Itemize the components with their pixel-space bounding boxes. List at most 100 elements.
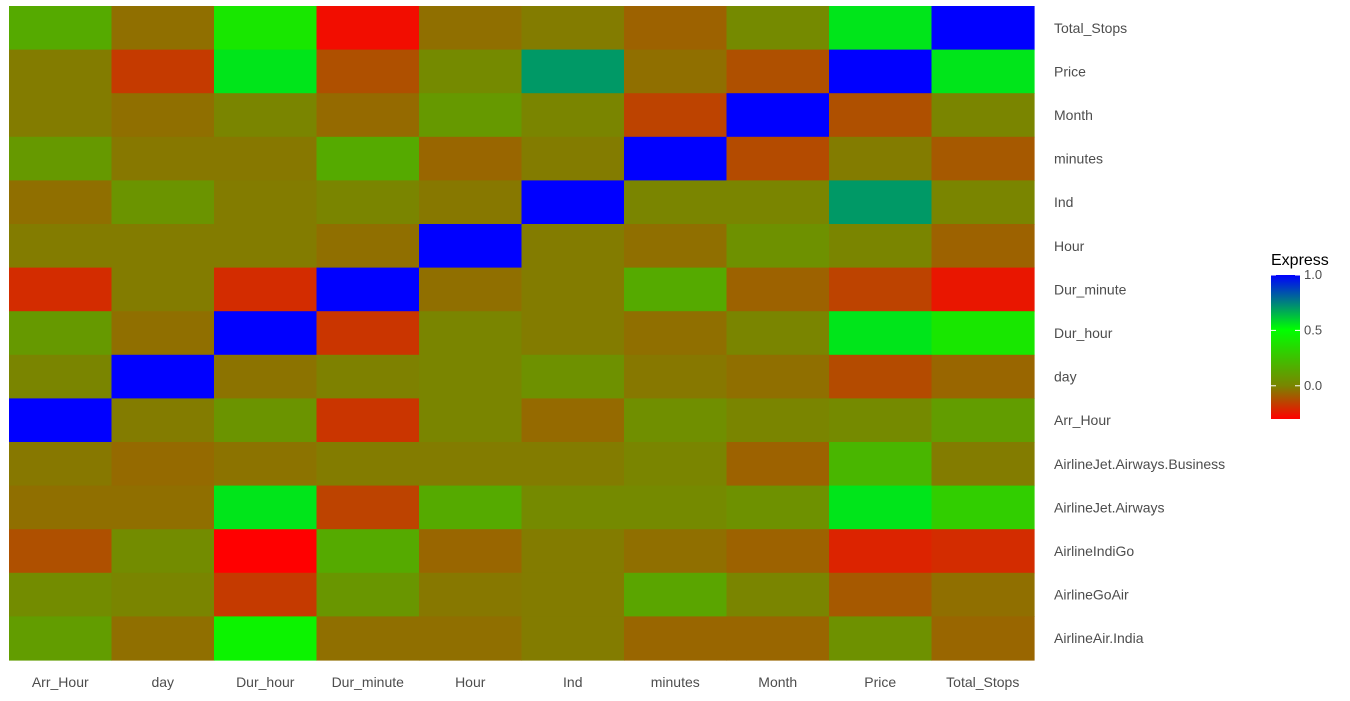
heatmap-cell [111, 529, 215, 574]
heatmap-cell [214, 224, 318, 269]
heatmap-cell [214, 136, 318, 181]
heatmap-cell [111, 616, 215, 661]
heatmap-cell [624, 529, 728, 574]
heatmap-cell [624, 442, 728, 487]
heatmap-cell [214, 442, 318, 487]
legend-colorbar [1271, 275, 1300, 419]
heatmap-cell [111, 224, 215, 269]
heatmap-cell [9, 529, 113, 574]
y-tick-label: Total_Stops [1054, 20, 1127, 36]
heatmap-cell [419, 180, 523, 225]
heatmap-cell [316, 136, 420, 181]
heatmap-cell [9, 93, 113, 138]
heatmap-cell [111, 311, 215, 356]
heatmap-cell [316, 49, 420, 94]
heatmap-cell [521, 267, 625, 312]
heatmap-cell [931, 267, 1035, 312]
x-tick-label: Total_Stops [946, 674, 1019, 690]
y-tick-label: Arr_Hour [1054, 412, 1111, 428]
heatmap-cell [726, 529, 830, 574]
heatmap-cell [624, 6, 728, 51]
heatmap-cell [419, 485, 523, 530]
y-axis-labels: Total_Stops Price Month minutes Ind Hour Dur_m… [1054, 20, 1225, 646]
heatmap-cell [316, 616, 420, 661]
heatmap-cell [931, 485, 1035, 530]
heatmap-cell [9, 572, 113, 617]
heatmap-cell [214, 311, 318, 356]
heatmap-cell [9, 616, 113, 661]
heatmap-cell [111, 136, 215, 181]
heatmap-cell [931, 529, 1035, 574]
heatmap-cell [9, 180, 113, 225]
heatmap-cell [316, 485, 420, 530]
heatmap-cell [931, 224, 1035, 269]
heatmap-cell [829, 6, 933, 51]
heatmap-cell [931, 311, 1035, 356]
heatmap-cell [214, 6, 318, 51]
heatmap-cell [624, 180, 728, 225]
heatmap-cell [9, 49, 113, 94]
heatmap-cell [521, 180, 625, 225]
heatmap-cell [316, 354, 420, 399]
heatmap-cell [214, 49, 318, 94]
heatmap-cell [624, 93, 728, 138]
heatmap-cell [111, 485, 215, 530]
heatmap-cell [624, 49, 728, 94]
heatmap-cell [214, 180, 318, 225]
x-tick-label: Hour [455, 674, 486, 690]
heatmap-cell [521, 311, 625, 356]
heatmap-cell [726, 485, 830, 530]
heatmap-cell [931, 49, 1035, 94]
x-tick-label: Arr_Hour [32, 674, 89, 690]
y-tick-label: Month [1054, 107, 1093, 123]
x-axis-labels: Arr_Hour day Dur_hour Dur_minute Hour Ind minu… [32, 674, 1019, 690]
heatmap-cell [111, 442, 215, 487]
heatmap-cell [316, 529, 420, 574]
heatmap-cell [9, 224, 113, 269]
heatmap-cell [726, 311, 830, 356]
heatmap-cell [521, 572, 625, 617]
heatmap-cell [726, 398, 830, 443]
heatmap-cell [214, 572, 318, 617]
heatmap-cell [419, 6, 523, 51]
heatmap-cell [419, 136, 523, 181]
heatmap-cell [316, 267, 420, 312]
y-tick-label: Price [1054, 63, 1086, 79]
heatmap-cell [624, 485, 728, 530]
heatmap-cell [316, 93, 420, 138]
heatmap-cell [931, 354, 1035, 399]
legend-title: Express [1271, 252, 1329, 269]
y-tick-label: AirlineJet.Airways [1054, 499, 1164, 515]
heatmap-cell [726, 180, 830, 225]
heatmap-cell [726, 616, 830, 661]
y-tick-label: AirlineJet.Airways.Business [1054, 456, 1225, 472]
heatmap-cell [214, 529, 318, 574]
heatmap-cell [419, 49, 523, 94]
heatmap-cell [419, 616, 523, 661]
heatmap-cell [521, 93, 625, 138]
heatmap-cell [316, 398, 420, 443]
x-tick-label: Month [758, 674, 797, 690]
heatmap-cell [624, 311, 728, 356]
heatmap-cell [9, 136, 113, 181]
heatmap-cell [624, 616, 728, 661]
heatmap-cell [316, 572, 420, 617]
y-tick-label: minutes [1054, 151, 1103, 167]
heatmap-cell [726, 93, 830, 138]
x-tick-label: minutes [651, 674, 700, 690]
legend-tick-label: 1.0 [1304, 267, 1322, 282]
heatmap-cell [726, 136, 830, 181]
legend: Express 1.0 0.5 0.0 [1271, 252, 1329, 419]
heatmap-cell [9, 354, 113, 399]
heatmap-cell [829, 398, 933, 443]
heatmap-cell [316, 6, 420, 51]
heatmap-cell [214, 267, 318, 312]
y-tick-label: Ind [1054, 194, 1073, 210]
y-tick-label: AirlineIndiGo [1054, 543, 1134, 559]
legend-tick-label: 0.5 [1304, 322, 1322, 337]
heatmap-cell [931, 572, 1035, 617]
heatmap-cell [316, 180, 420, 225]
legend-tick-label: 0.0 [1304, 378, 1322, 393]
